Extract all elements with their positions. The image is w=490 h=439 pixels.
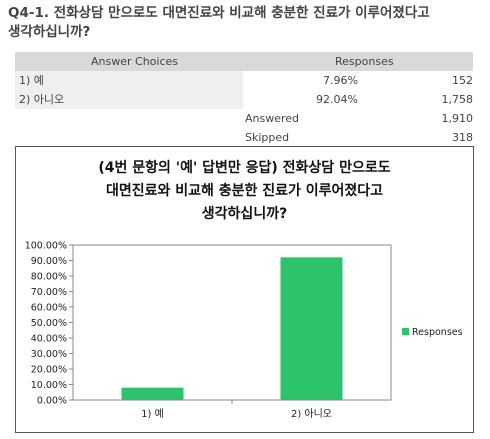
- bar: [280, 257, 343, 400]
- chart-title-line: (4번 문항의 '예' 답변만 응답) 전화상담 만으로도: [98, 160, 391, 176]
- y-tick-label: 60.00%: [31, 303, 67, 314]
- y-tick-label: 70.00%: [31, 287, 67, 298]
- question-title-line1: Q4-1. 전화상담 만으로도 대면진료와 비교해 충분한 진료가 이루어졌다고: [8, 5, 430, 21]
- table-row-values: 92.04% 1,758: [243, 90, 473, 109]
- chart-title-line: 생각하십니까?: [201, 206, 288, 222]
- question-title: Q4-1. 전화상담 만으로도 대면진료와 비교해 충분한 진료가 이루어졌다고…: [8, 4, 486, 42]
- y-tick-label: 80.00%: [31, 272, 67, 283]
- bar-chart: 0.00% 10.00% 20.00% 30.00% 40.00% 50.00% 60.00…: [25, 241, 463, 421]
- question-title-line2: 생각하십니까?: [8, 24, 91, 40]
- row-choice: 2) 아니오: [19, 93, 65, 106]
- y-tick-label: 90.00%: [31, 256, 67, 267]
- y-tick-label: 20.00%: [31, 365, 67, 376]
- row-percent: 7.96%: [323, 74, 358, 87]
- table-row-values: 7.96% 152: [243, 71, 473, 90]
- header-responses: Responses: [335, 55, 394, 68]
- plot-area: [72, 244, 392, 401]
- answered-row: Answered 1,910: [245, 109, 473, 128]
- y-tick-label: 40.00%: [31, 334, 67, 345]
- row-choice: 1) 예: [19, 74, 44, 87]
- y-tick-label: 50.00%: [31, 318, 67, 329]
- y-tick-label: 100.00%: [25, 241, 67, 252]
- x-tick-label: 1) 예: [141, 408, 164, 420]
- chart-container: (4번 문항의 '예' 답변만 응답) 전화상담 만으로도 대면진료와 비교해 …: [15, 146, 474, 433]
- skipped-row: Skipped 318: [245, 128, 473, 147]
- header-answer-choices: Answer Choices: [91, 55, 178, 68]
- skipped-label: Skipped: [245, 131, 290, 144]
- skipped-value: 318: [452, 131, 473, 144]
- chart-title: (4번 문항의 '예' 답변만 응답) 전화상담 만으로도 대면진료와 비교해 …: [16, 157, 473, 226]
- y-tick-label: 0.00%: [37, 396, 67, 407]
- chart-title-line: 대면진료와 비교해 충분한 진료가 이루어졌다고: [105, 183, 384, 199]
- y-tick-label: 10.00%: [31, 380, 67, 391]
- y-tick-label: 30.00%: [31, 349, 67, 360]
- answered-label: Answered: [245, 112, 300, 125]
- row-count: 152: [452, 74, 473, 87]
- x-tick-label: 2) 아니오: [291, 408, 332, 420]
- legend-label: Responses: [412, 327, 463, 338]
- legend-swatch: [402, 328, 409, 335]
- row-percent: 92.04%: [316, 93, 358, 106]
- answered-value: 1,910: [441, 112, 474, 125]
- table-row: 1) 예: [15, 71, 243, 90]
- table-header: Answer Choices Responses: [15, 52, 473, 71]
- bar: [121, 387, 184, 400]
- row-count: 1,758: [441, 93, 474, 106]
- table-row: 2) 아니오: [15, 90, 243, 109]
